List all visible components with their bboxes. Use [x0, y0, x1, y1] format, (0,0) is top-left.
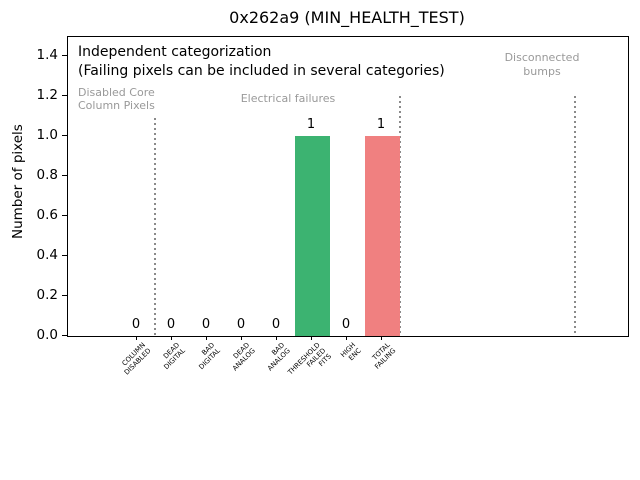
y-tick-mark [62, 254, 67, 256]
y-tick-mark [62, 54, 67, 56]
annotation-independent-categorization: Independent categorization [78, 44, 272, 60]
bar-total-failing [364, 136, 400, 336]
bar-value-label: 0 [166, 317, 176, 332]
y-tick-mark [62, 294, 67, 296]
plot-area [67, 36, 629, 337]
x-tick-label: COLUMN DISABLED [120, 341, 153, 377]
y-tick-mark [62, 94, 67, 96]
x-tick-mark [241, 336, 242, 340]
region-separator-dotted-line [153, 118, 156, 336]
x-tick-mark [346, 336, 347, 340]
bar-value-label: 1 [376, 117, 386, 132]
x-tick-label: THRESHOLD FAILED FITS [286, 341, 333, 377]
region-separator-dotted-line [398, 96, 401, 336]
y-tick-label: 1.0 [36, 127, 58, 143]
annotation-failing-note: (Failing pixels can be included in sever… [78, 63, 445, 79]
x-tick-label: DEAD ANALOG [231, 341, 258, 373]
x-tick-mark [381, 336, 382, 340]
y-tick-label: 0.2 [36, 287, 58, 303]
region-label-electrical-failures: Electrical failures [240, 92, 336, 105]
x-tick-label: TOTAL FAILING [370, 341, 398, 371]
x-tick-mark [171, 336, 172, 340]
y-tick-label: 1.4 [36, 47, 58, 63]
bar-value-label: 0 [201, 317, 211, 332]
x-tick-label: BAD DIGITAL [197, 341, 223, 372]
y-tick-label: 0.4 [36, 247, 58, 263]
x-tick-label: HIGH ENC [338, 341, 363, 363]
bar-threshold-failed-fits [294, 136, 330, 336]
y-tick-label: 0.8 [36, 167, 58, 183]
y-tick-mark [62, 214, 67, 216]
y-tick-mark [62, 174, 67, 176]
y-tick-label: 0.6 [36, 207, 58, 223]
region-label-disabled-core-column-pixels: Disabled Core Column Pixels [78, 86, 155, 112]
bar-value-label: 1 [306, 117, 316, 132]
chart-title: 0x262a9 (MIN_HEALTH_TEST) [229, 8, 465, 27]
x-tick-mark [136, 336, 137, 340]
x-tick-mark [311, 336, 312, 340]
region-separator-dotted-line [573, 96, 576, 336]
x-tick-label: DEAD DIGITAL [162, 341, 188, 372]
x-tick-mark [206, 336, 207, 340]
x-tick-mark [276, 336, 277, 340]
bar-value-label: 0 [131, 317, 141, 332]
y-tick-label: 1.2 [36, 87, 58, 103]
region-label-disconnected-bumps: Disconnected bumps [504, 51, 580, 78]
bar-value-label: 0 [271, 317, 281, 332]
y-tick-mark [62, 134, 67, 136]
y-tick-mark [62, 334, 67, 336]
bar-value-label: 0 [341, 317, 351, 332]
y-tick-label: 0.0 [36, 327, 58, 343]
bar-value-label: 0 [236, 317, 246, 332]
